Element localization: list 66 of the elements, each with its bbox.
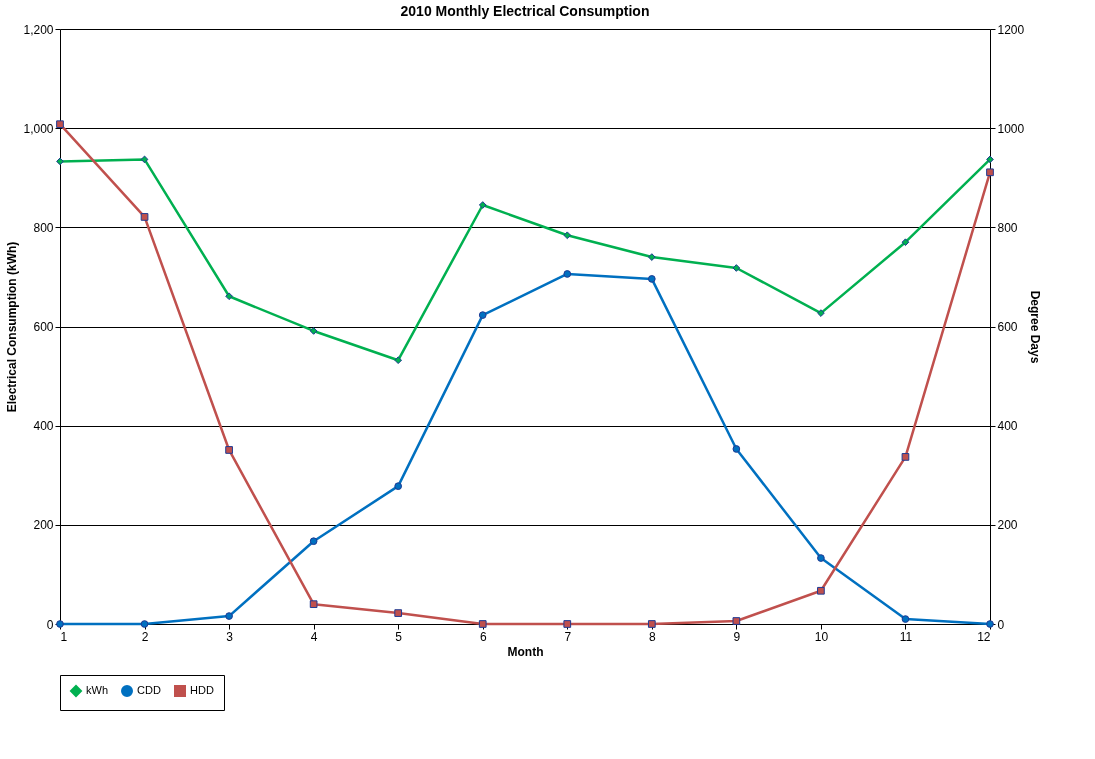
y2-tick-label: 400 — [997, 419, 1018, 434]
point — [732, 264, 741, 272]
point — [394, 482, 403, 491]
x-tick-label: 2 — [141, 629, 149, 644]
x-tick-label: 7 — [564, 629, 572, 644]
point — [140, 620, 149, 628]
point — [225, 446, 233, 454]
y-tick-label: 400 — [33, 419, 54, 434]
x-tick-label: 1 — [60, 629, 68, 644]
point — [563, 231, 572, 240]
x-tick-label: 8 — [648, 629, 656, 644]
y-tick-label: 1,000 — [23, 121, 54, 136]
point — [901, 453, 910, 461]
point — [563, 620, 572, 628]
point — [309, 600, 318, 609]
point — [225, 612, 233, 620]
x-axis-title: Month — [507, 644, 544, 659]
x-tick-label: 12 — [977, 629, 991, 644]
point — [732, 617, 741, 625]
y2-tick-label: 0 — [997, 617, 1005, 632]
point — [478, 201, 487, 209]
point — [56, 157, 64, 166]
x-tick-label: 5 — [395, 629, 403, 644]
x-tick-label: 11 — [899, 629, 913, 644]
legend-label: kWh — [86, 684, 108, 696]
point — [901, 238, 910, 247]
y-axis-title: Electrical Consumption (kWh) — [5, 241, 20, 413]
point — [817, 586, 825, 595]
point — [394, 356, 403, 365]
point — [563, 270, 572, 278]
y2-axis-title: Degree Days — [1028, 290, 1043, 364]
x-tick-label: 4 — [310, 629, 318, 644]
point — [478, 311, 487, 319]
chart-title: 2010 Monthly Electrical Consumption — [400, 3, 650, 19]
y-tick-label: 1,200 — [23, 22, 54, 37]
x-tick-label: 6 — [479, 629, 487, 644]
point — [309, 537, 318, 546]
x-tick-label: 10 — [814, 629, 829, 644]
point — [478, 620, 487, 628]
point — [986, 155, 994, 164]
y2-tick-label: 200 — [997, 518, 1018, 533]
point — [647, 253, 656, 261]
y-tick-label: 600 — [33, 320, 54, 334]
point — [647, 620, 656, 628]
y-tick-label: 800 — [33, 220, 54, 235]
point — [225, 292, 233, 301]
point — [140, 213, 149, 221]
x-tick-label: 3 — [226, 629, 234, 644]
legend-label: HDD — [190, 684, 214, 696]
point — [986, 168, 994, 177]
y2-tick-label: 800 — [997, 220, 1018, 235]
y2-tick-label: 600 — [997, 320, 1018, 334]
point — [394, 609, 403, 617]
y2-tick-label: 1200 — [997, 22, 1025, 37]
point — [140, 155, 149, 164]
point — [817, 554, 825, 562]
point — [309, 327, 318, 335]
point — [817, 309, 825, 317]
point — [732, 445, 741, 453]
point — [901, 615, 910, 623]
legend-label: CDD — [137, 684, 161, 696]
point — [647, 275, 656, 283]
y-tick-label: 200 — [33, 518, 54, 533]
x-tick-label: 9 — [733, 629, 741, 644]
y2-tick-label: 1000 — [997, 121, 1025, 136]
y-tick-label: 0 — [46, 617, 54, 632]
